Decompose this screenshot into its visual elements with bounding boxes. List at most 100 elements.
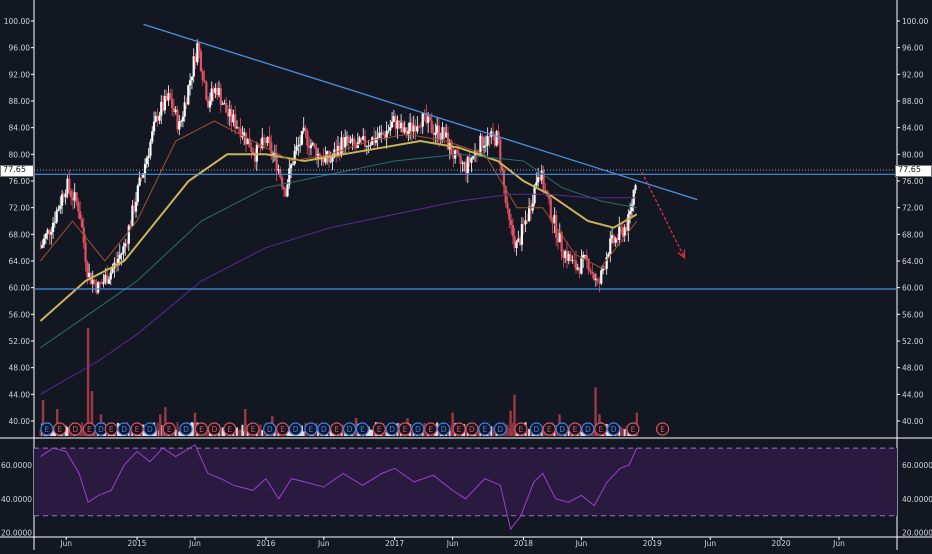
- candle-body: [322, 158, 325, 163]
- candle-body: [609, 238, 612, 254]
- time-tick-label: Jun: [317, 539, 330, 548]
- candle-body: [560, 232, 563, 252]
- candle-body: [270, 142, 273, 155]
- volume-bar: [80, 422, 83, 436]
- event-marker-label: E: [280, 425, 285, 434]
- event-marker-circle: [207, 422, 221, 436]
- event-marker-circle: [398, 422, 412, 436]
- candle-body: [207, 99, 210, 108]
- event-marker-circle: [437, 422, 451, 436]
- price-tick-right: 64.00: [902, 257, 924, 266]
- price-tick-left: 40.00: [9, 417, 31, 426]
- candle-body: [464, 162, 468, 174]
- time-tick-label: 2016: [256, 539, 275, 548]
- volume-bar: [235, 427, 238, 436]
- event-marker-label: E: [227, 425, 232, 434]
- candle-body: [169, 93, 172, 99]
- candle-body: [363, 136, 367, 147]
- candle-body: [486, 136, 489, 146]
- candle-body: [419, 126, 423, 128]
- candle-body: [160, 101, 163, 116]
- candle-body: [286, 184, 289, 197]
- candle-body: [237, 127, 240, 129]
- candle-body: [271, 153, 275, 155]
- candle-body: [230, 108, 233, 123]
- candle-body: [133, 205, 136, 212]
- candle-body: [625, 226, 628, 231]
- rsi-tick-left: 20.0000: [1, 529, 32, 538]
- candle-body: [259, 146, 262, 148]
- candle-body: [562, 251, 565, 258]
- candle-body: [576, 267, 579, 270]
- event-marker-label: D: [585, 425, 591, 434]
- event-marker-label: D: [347, 425, 353, 434]
- candle-body: [194, 56, 197, 63]
- volume-bar: [511, 422, 514, 436]
- candle-body: [497, 131, 500, 140]
- candle-body: [610, 235, 614, 239]
- candle-body: [399, 122, 403, 129]
- candle-body: [414, 125, 417, 132]
- rsi-tick-right: 60.0000: [902, 461, 932, 470]
- price-tick-right: 96.00: [902, 44, 924, 53]
- volume-bar: [261, 430, 264, 436]
- candle-body: [77, 202, 80, 212]
- candle-body: [250, 147, 253, 152]
- event-marker-label: E: [309, 425, 314, 434]
- candle-body: [88, 272, 91, 277]
- volume-bar: [221, 427, 224, 436]
- candle-body: [425, 113, 428, 123]
- candle-body: [538, 177, 542, 181]
- candle-body: [529, 206, 533, 211]
- candle-body: [394, 116, 397, 129]
- candle-body: [234, 114, 237, 129]
- candle-body: [392, 116, 395, 122]
- candle-body: [484, 145, 487, 147]
- volume-spike: [86, 328, 90, 436]
- candle-body: [450, 141, 453, 155]
- candle-body: [630, 204, 634, 211]
- candle-body: [383, 134, 386, 139]
- candle-body: [55, 210, 58, 223]
- candle-body: [549, 198, 552, 221]
- candle-body: [165, 95, 168, 101]
- volume-bar: [300, 425, 303, 436]
- candle-body: [212, 88, 215, 94]
- candle-body: [326, 151, 329, 156]
- candle-body: [614, 237, 617, 243]
- candle-body: [179, 121, 183, 123]
- candle-body: [163, 95, 166, 111]
- candle-body: [594, 278, 597, 280]
- candle-body: [129, 225, 132, 227]
- event-marker-label: E: [45, 425, 50, 434]
- candle-body: [416, 126, 419, 132]
- candle-body: [232, 114, 235, 123]
- candle-body: [472, 155, 475, 159]
- price-tick-left: 96.00: [9, 44, 31, 53]
- candle-body: [605, 257, 608, 269]
- candle-body: [226, 112, 230, 117]
- candle-body: [241, 136, 244, 138]
- candle-body: [434, 132, 437, 135]
- event-marker-label: E: [251, 425, 256, 434]
- price-tick-left: 76.00: [9, 177, 31, 186]
- candle-body: [398, 120, 401, 129]
- event-marker-label: E: [631, 425, 636, 434]
- volume-bar: [580, 431, 583, 436]
- rsi-tick-right: 20.0000: [902, 529, 932, 538]
- descending-trendline: [143, 23, 698, 201]
- candle-body: [358, 137, 361, 143]
- candle-body: [187, 85, 190, 105]
- event-marker-label: D: [415, 425, 421, 434]
- candle-body: [459, 155, 462, 164]
- candle-body: [598, 281, 601, 284]
- event-marker-circle: [568, 422, 582, 436]
- event-marker-label: E: [573, 425, 578, 434]
- candle-body: [603, 268, 606, 270]
- price-tick-right: 100.00: [902, 17, 928, 26]
- event-marker-label: E: [360, 425, 365, 434]
- candle-body: [243, 132, 246, 137]
- volume-bar: [620, 427, 623, 436]
